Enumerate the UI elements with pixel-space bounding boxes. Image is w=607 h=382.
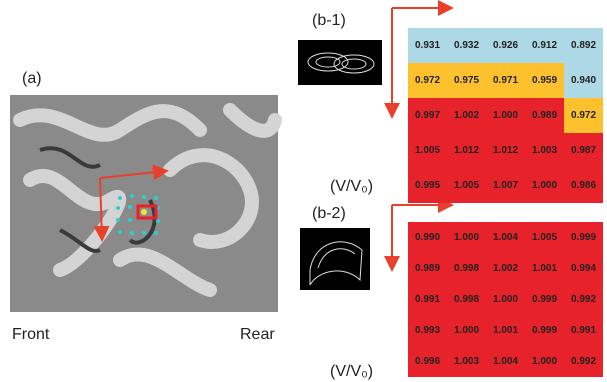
table-cell: 0.993: [408, 315, 447, 346]
table-cell: 1.003: [447, 346, 486, 377]
table-cell: 1.003: [525, 133, 564, 168]
table-cell: 1.000: [486, 284, 525, 315]
table-cell: 0.959: [525, 63, 564, 98]
table-cell: 0.998: [447, 253, 486, 284]
table-cell: 0.972: [408, 63, 447, 98]
unit-label: (V/V₀): [330, 178, 373, 196]
mri-image: [10, 95, 278, 312]
table-cell: 0.989: [525, 98, 564, 133]
table-cell: 0.995: [408, 168, 447, 203]
table-cell: 1.000: [447, 315, 486, 346]
table-cell: 0.991: [408, 284, 447, 315]
unit-label: (V/V₀): [330, 363, 373, 381]
table-cell: 1.012: [486, 133, 525, 168]
table-cell: 0.932: [447, 28, 486, 63]
table-cell: 1.002: [486, 253, 525, 284]
table-cell: 1.005: [525, 222, 564, 253]
table-cell: 0.972: [564, 98, 603, 133]
table: 0.9901.0001.0041.0050.9990.9890.9981.002…: [408, 222, 603, 377]
table-cell: 0.940: [564, 63, 603, 98]
table-cell: 1.000: [486, 98, 525, 133]
table-cell: 0.892: [564, 28, 603, 63]
panel-label: (a): [22, 70, 42, 88]
table-cell: 0.986: [564, 168, 603, 203]
table-cell: 0.999: [525, 315, 564, 346]
table-cell: 0.912: [525, 28, 564, 63]
table-cell: 1.000: [447, 222, 486, 253]
table-cell: 1.001: [486, 315, 525, 346]
table-cell: 0.998: [447, 284, 486, 315]
table-cell: 0.991: [564, 315, 603, 346]
table-cell: 0.971: [486, 63, 525, 98]
table-cell: 1.005: [447, 168, 486, 203]
table-cell: 1.000: [525, 168, 564, 203]
table-cell: 1.004: [486, 222, 525, 253]
figure: {"panel_a": {"label": "(a)", "front": "F…: [0, 0, 607, 382]
table-cell: 0.994: [564, 253, 603, 284]
table-cell: 0.996: [408, 346, 447, 377]
table-cell: 0.999: [564, 222, 603, 253]
table-cell: 1.007: [486, 168, 525, 203]
front-label: Front: [12, 326, 49, 344]
table-cell: 0.999: [525, 284, 564, 315]
table-cell: 0.989: [408, 253, 447, 284]
target-dot: [141, 209, 147, 215]
table-cell: 0.926: [486, 28, 525, 63]
table-cell: 1.012: [447, 133, 486, 168]
table-cell: 0.987: [564, 133, 603, 168]
table-cell: 0.975: [447, 63, 486, 98]
table-cell: 1.005: [408, 133, 447, 168]
table-cell: 0.992: [564, 346, 603, 377]
table-cell: 0.992: [564, 284, 603, 315]
table-cell: 1.000: [525, 346, 564, 377]
table-cell: 0.931: [408, 28, 447, 63]
table-cell: 0.997: [408, 98, 447, 133]
rear-label: Rear: [240, 326, 275, 344]
table: 0.9310.9320.9260.9120.8920.9720.9750.971…: [408, 28, 603, 203]
table-cell: 1.001: [525, 253, 564, 284]
table-cell: 1.002: [447, 98, 486, 133]
panel-label: (b-1): [312, 12, 346, 30]
table-cell: 0.990: [408, 222, 447, 253]
table-cell: 1.004: [486, 346, 525, 377]
panel-label: (b-2): [312, 205, 346, 223]
